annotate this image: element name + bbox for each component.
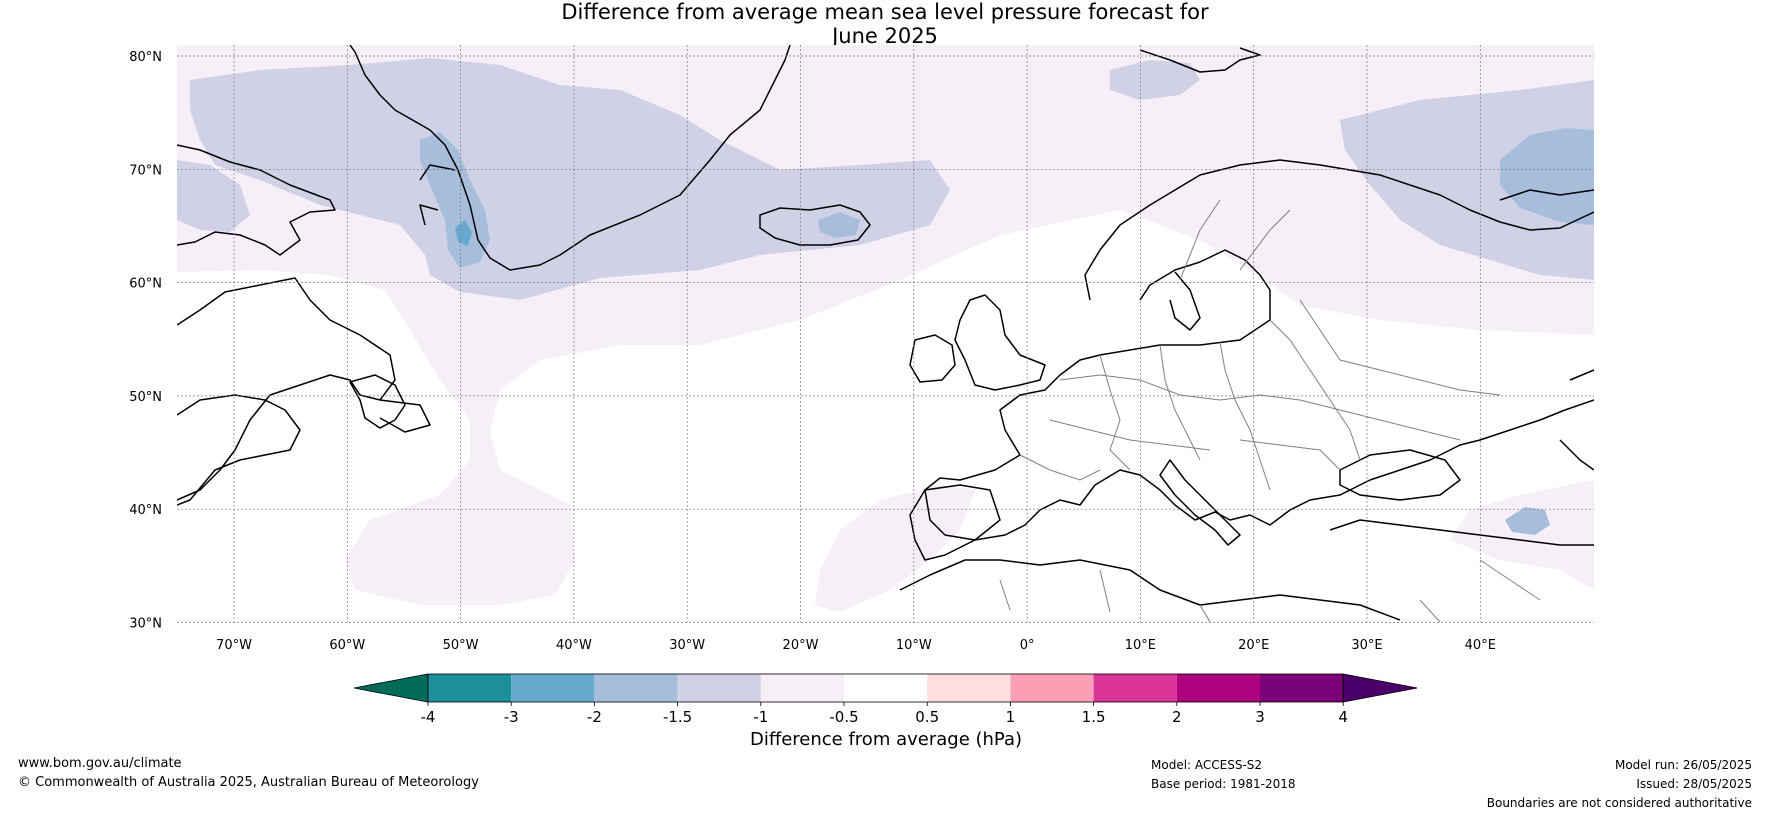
anomaly-region-strong-negative-anatolia: [1505, 507, 1550, 535]
coastline-russian-arctic: [1409, 184, 1594, 231]
border-lines: [999, 199, 1541, 622]
longitude-label: 10°E: [1125, 638, 1156, 653]
latitude-labels: 80°N 70°N 60°N 50°N 40°N 30°N: [129, 50, 162, 632]
colorbar-segment: [677, 674, 761, 702]
colorbar-segment: [428, 674, 512, 702]
coastline-ireland: [909, 334, 956, 383]
colorbar-ticks: -4 -3 -2 -1.5 -1 -0.5 0.5 1 1.5 2 3 4: [421, 702, 1348, 726]
coastline-caspian: [1559, 369, 1594, 471]
colorbar-tick-label: -4: [421, 708, 436, 726]
latitude-label: 40°N: [129, 503, 162, 518]
anomaly-region-very-strong-negative: [455, 220, 472, 246]
gridlines: [177, 45, 1594, 623]
colorbar-tick-label: -3: [504, 708, 519, 726]
colorbar-segment: [594, 674, 678, 702]
colorbar-tick-label: 3: [1255, 708, 1265, 726]
coastline-labrador: [177, 277, 431, 501]
colorbar-segment: [1010, 674, 1094, 702]
coastline-black-sea: [1339, 449, 1461, 501]
base-period: Base period: 1981-2018: [1151, 777, 1296, 791]
footer-model-info: Model: ACCESS-S2 Base period: 1981-2018: [1151, 756, 1296, 794]
longitude-label: 10°W: [896, 638, 932, 653]
coastline-baffin-island: [177, 144, 336, 256]
coastline-iberia: [909, 484, 1001, 561]
colorbar-label: Difference from average (hPa): [750, 729, 1022, 750]
colorbar-segments: [353, 673, 1418, 703]
coastline-newfoundland: [349, 374, 406, 429]
colorbar-tick-label: 0.5: [915, 708, 939, 726]
coastline-north-africa: [899, 559, 1401, 621]
colorbar-tick-label: -1.5: [663, 708, 692, 726]
longitude-label: 70°W: [216, 638, 252, 653]
colorbar-tick-label: -1: [753, 708, 768, 726]
longitude-labels: 70°W 60°W 50°W 40°W 30°W 20°W 10°W 0° 10°E 20°E 30…: [216, 638, 1496, 653]
coastline-europe-mainland: [924, 290, 1594, 541]
colorbar-extend-max: [1342, 673, 1418, 703]
colorbar-tick-label: 1: [1006, 708, 1016, 726]
anomaly-region-strong-negative-russia: [1500, 128, 1594, 225]
colorbar-segment: [844, 674, 928, 702]
colorbar-segment: [1176, 674, 1260, 702]
colorbar-extend-min: [353, 673, 429, 703]
copyright-text: © Commonwealth of Australia 2025, Austra…: [18, 775, 479, 790]
longitude-label: 20°E: [1238, 638, 1269, 653]
latitude-label: 30°N: [129, 617, 162, 632]
colorbar-tick-label: 4: [1338, 708, 1348, 726]
colorbar-segment: [511, 674, 595, 702]
coastline-greenland: [349, 45, 791, 271]
model-name: Model: ACCESS-S2: [1151, 758, 1263, 772]
title-line-1: Difference from average mean sea level p…: [561, 0, 1209, 24]
colorbar-segment: [927, 674, 1011, 702]
anomaly-shading: [177, 45, 1594, 612]
colorbar-tick-label: 1.5: [1082, 708, 1106, 726]
footer-run-info: Model run: 26/05/2025 Issued: 28/05/2025…: [1487, 756, 1752, 813]
chart-title: Difference from average mean sea level p…: [0, 0, 1770, 48]
colorbar-segment: [1260, 674, 1344, 702]
coastline-great-britain: [954, 294, 1046, 391]
latitude-label: 60°N: [129, 277, 162, 292]
coastline-turkey: [1329, 519, 1594, 546]
colorbar-tick-label: -0.5: [829, 708, 858, 726]
country-borders: [999, 199, 1541, 622]
anomaly-region-moderate-negative-labrador: [177, 160, 250, 232]
colorbar-segment: [760, 674, 844, 702]
website-link[interactable]: www.bom.gov.au/climate: [18, 756, 182, 771]
colorbar-tick-label: -2: [587, 708, 602, 726]
latitude-label: 70°N: [129, 163, 162, 178]
colorbar-outline: [427, 673, 1344, 703]
anomaly-region-moderate-negative-atlantic: [190, 58, 950, 300]
anomaly-region-weak-negative-turkey: [1450, 480, 1594, 590]
longitude-label: 30°W: [669, 638, 705, 653]
anomaly-region-moderate-negative-barents: [1110, 60, 1200, 100]
longitude-label: 0°: [1020, 638, 1035, 653]
longitude-label: 30°E: [1351, 638, 1382, 653]
footer-left: www.bom.gov.au/climate © Commonwealth of…: [18, 754, 479, 792]
issued-date: Issued: 28/05/2025: [1636, 777, 1752, 791]
longitude-label: 60°W: [329, 638, 365, 653]
coastline-iceland: [759, 204, 871, 246]
colorbar-tick-label: 2: [1172, 708, 1182, 726]
model-run-date: Model run: 26/05/2025: [1614, 758, 1752, 772]
longitude-label: 20°W: [783, 638, 819, 653]
boundaries-disclaimer: Boundaries are not considered authoritat…: [1486, 796, 1752, 810]
title-line-2: June 2025: [832, 24, 938, 48]
latitude-label: 80°N: [129, 50, 162, 65]
longitude-label: 40°E: [1465, 638, 1496, 653]
anomaly-region-strong-negative-iceland: [818, 212, 860, 238]
colorbar-segment: [1093, 674, 1177, 702]
latitude-label: 50°N: [129, 390, 162, 405]
coastline-italy: [1159, 459, 1241, 546]
anomaly-region-weak-negative-iberia: [815, 485, 975, 612]
longitude-label: 50°W: [443, 638, 479, 653]
coastline-svalbard: [1139, 47, 1261, 73]
longitude-label: 40°W: [556, 638, 592, 653]
